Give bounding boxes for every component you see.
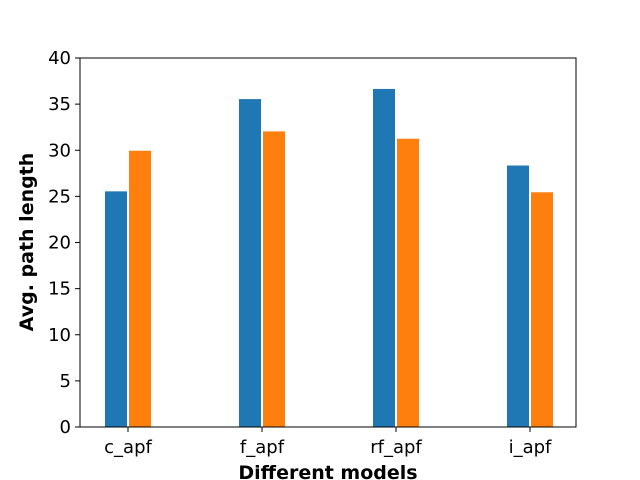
- y-tick-label: 40: [48, 48, 71, 69]
- y-tick-label: 25: [48, 186, 71, 207]
- bar-f_apf-series-2: [262, 130, 286, 428]
- y-axis: 0 5 10 15 20 25 30 35 40: [48, 48, 80, 438]
- bar-f_apf-series-1: [238, 98, 262, 428]
- bar-i_apf-series-2: [530, 191, 554, 428]
- plot-frame: [79, 57, 577, 428]
- bar-c_apf-series-1: [104, 190, 128, 428]
- x-tick-label: f_apf: [240, 437, 285, 458]
- y-tick-label: 35: [48, 94, 71, 115]
- y-axis-label: Avg. path length: [16, 153, 38, 332]
- x-tick-label: rf_apf: [370, 437, 422, 458]
- bars-layer: [104, 87, 554, 428]
- y-tick-label: 30: [48, 140, 71, 161]
- bar-c_apf-series-2: [128, 149, 152, 428]
- y-tick-label: 5: [60, 371, 71, 392]
- y-tick-label: 10: [48, 325, 71, 346]
- x-axis-label: Different models: [238, 462, 417, 480]
- bar-rf_apf-series-1: [372, 87, 396, 428]
- x-axis: c_apf f_apf rf_apf i_apf: [104, 427, 552, 458]
- y-tick-label: 20: [48, 233, 71, 254]
- x-tick-label: i_apf: [509, 437, 552, 458]
- bar-rf_apf-series-2: [396, 137, 420, 428]
- x-tick-label: c_apf: [104, 437, 152, 458]
- bar-i_apf-series-1: [506, 164, 530, 428]
- y-tick-label: 15: [48, 279, 71, 300]
- y-tick-label: 0: [60, 417, 71, 438]
